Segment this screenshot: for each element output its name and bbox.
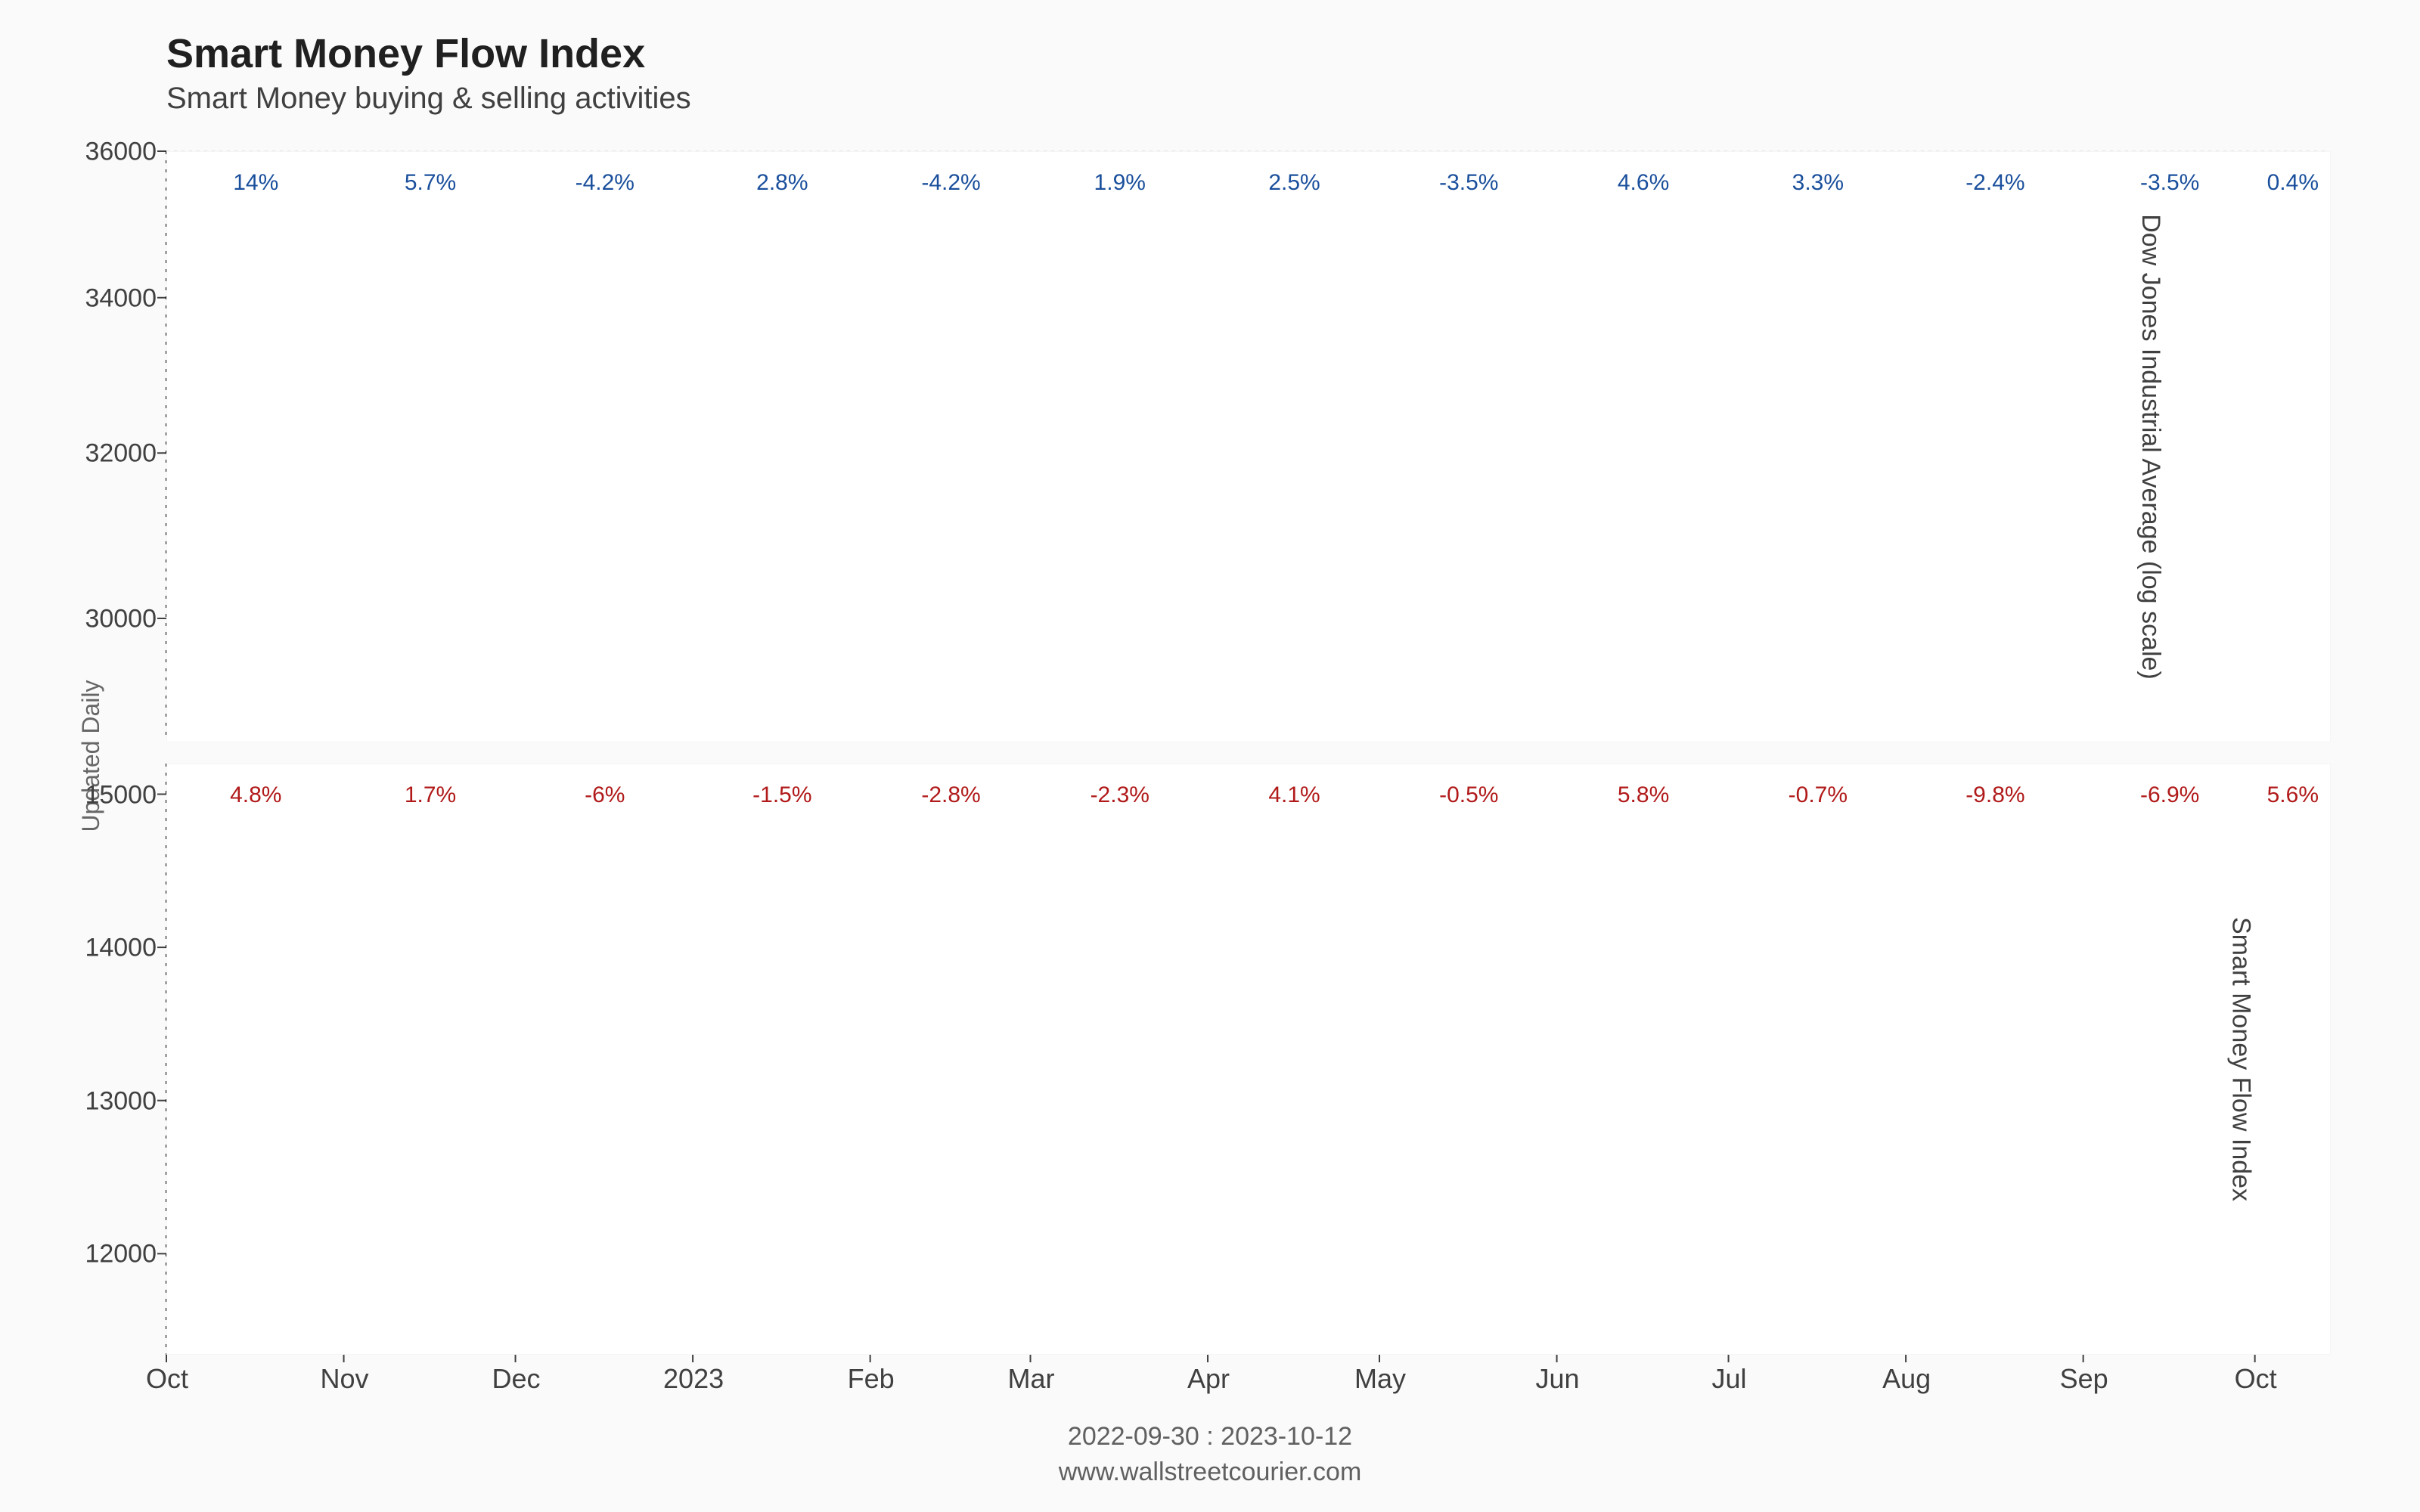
pct-label: 2.8%: [756, 170, 808, 196]
x-tick-label: Feb: [848, 1363, 895, 1395]
x-tick-label: Nov: [321, 1363, 369, 1395]
y-tick-label: 32000: [85, 439, 157, 469]
top-panel: 3000032000340003600014%5.7%-4.2%2.8%-4.2…: [166, 151, 2331, 742]
x-tick-label: Oct: [146, 1363, 188, 1395]
footer-source: www.wallstreetcourier.com: [0, 1455, 2420, 1491]
pct-label: 0.4%: [2267, 170, 2319, 196]
right-axis-label: Dow Jones Industrial Average (log scale): [2136, 214, 2165, 679]
pct-label: 1.7%: [405, 782, 456, 808]
pct-label: -1.5%: [752, 782, 811, 808]
chart-footer: 2022-09-30 : 2023-10-12 www.wallstreetco…: [0, 1419, 2420, 1491]
pct-label: 3.3%: [1792, 170, 1844, 196]
right-axis-label: Smart Money Flow Index: [2226, 917, 2255, 1201]
pct-label: -6%: [585, 782, 625, 808]
pct-label: -2.3%: [1091, 782, 1150, 808]
pct-label: -0.5%: [1439, 782, 1498, 808]
y-tick-label: 14000: [85, 934, 157, 963]
x-tick-label: Jul: [1712, 1363, 1747, 1395]
y-tick-label: 13000: [85, 1086, 157, 1116]
y-tick-label: 30000: [85, 605, 157, 634]
pct-label: -2.4%: [1965, 170, 2024, 196]
pct-label: 1.9%: [1094, 170, 1146, 196]
pct-label: 2.5%: [1268, 170, 1320, 196]
y-tick-label: 34000: [85, 284, 157, 313]
x-tick-label: Oct: [2235, 1363, 2277, 1395]
y-tick-label: 15000: [85, 780, 157, 810]
bottom-panel: 120001300014000150004.8%1.7%-6%-1.5%-2.8…: [166, 764, 2331, 1355]
y-tick-label: 12000: [85, 1240, 157, 1269]
x-tick-label: Apr: [1187, 1363, 1230, 1395]
y-tick-label: 36000: [85, 138, 157, 167]
x-tick-label: Mar: [1007, 1363, 1054, 1395]
pct-label: 4.6%: [1618, 170, 1669, 196]
x-tick-label: Dec: [492, 1363, 541, 1395]
x-tick-label: 2023: [663, 1363, 724, 1395]
pct-label: 5.8%: [1618, 782, 1669, 808]
pct-label: -9.8%: [1965, 782, 2024, 808]
pct-label: -4.2%: [921, 170, 980, 196]
pct-label: -4.2%: [576, 170, 634, 196]
pct-label: 4.1%: [1268, 782, 1320, 808]
x-tick-label: Jun: [1536, 1363, 1580, 1395]
pct-label: 4.8%: [230, 782, 281, 808]
pct-label: 5.7%: [405, 170, 456, 196]
pct-label: -6.9%: [2140, 782, 2199, 808]
x-tick-label: Sep: [2060, 1363, 2108, 1395]
pct-label: -3.5%: [1439, 170, 1498, 196]
pct-label: -0.7%: [1789, 782, 1848, 808]
pct-label: 14%: [233, 170, 278, 196]
x-tick-label: May: [1354, 1363, 1406, 1395]
pct-label: 5.6%: [2267, 782, 2319, 808]
footer-date-range: 2022-09-30 : 2023-10-12: [0, 1419, 2420, 1455]
x-tick-label: Aug: [1882, 1363, 1931, 1395]
chart-root: Smart Money Flow Index Smart Money buyin…: [0, 0, 2420, 1512]
pct-label: -2.8%: [921, 782, 980, 808]
pct-label: -3.5%: [2140, 170, 2199, 196]
